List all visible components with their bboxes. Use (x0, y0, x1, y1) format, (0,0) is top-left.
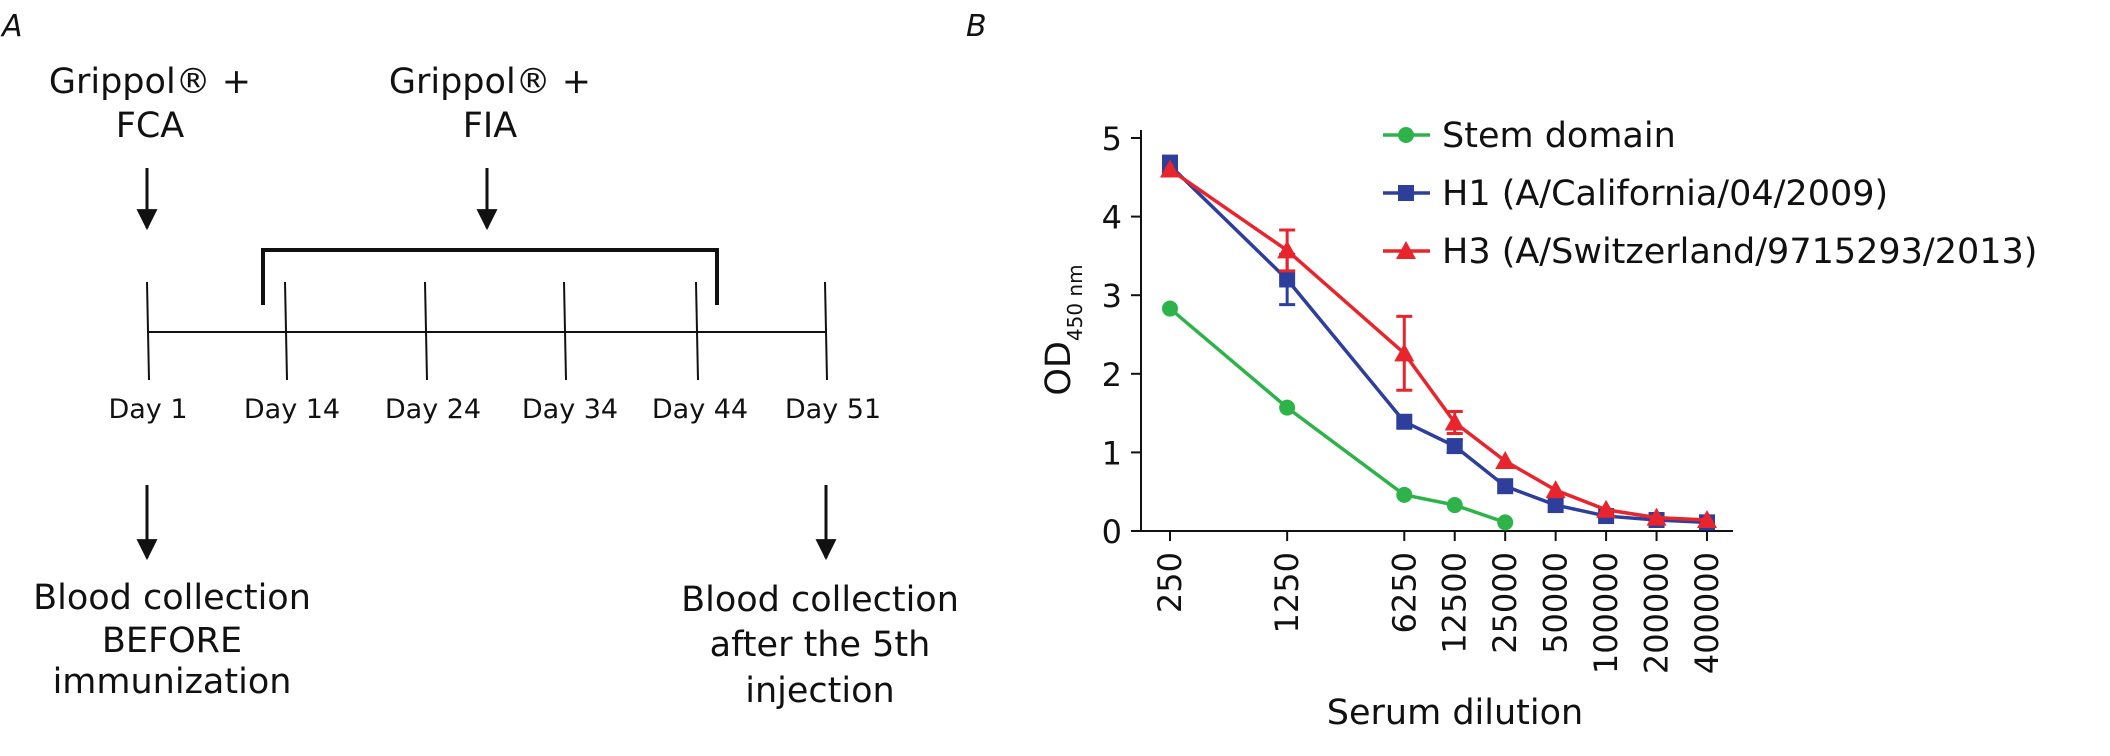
timeline-tick-day-51 (824, 281, 828, 381)
data-point (1646, 507, 1667, 526)
legend-label: H1 (A/California/04/2009) (1442, 174, 1888, 214)
x-tick-label: 100000 (1587, 552, 1625, 674)
timeline-tick-day-1 (146, 281, 150, 381)
data-point (1396, 486, 1413, 503)
blood-after-line2: after the 5th (710, 625, 931, 665)
legend-label: H3 (A/Switzerland/9715293/2013) (1442, 232, 2037, 272)
timeline-tick-day-34 (563, 281, 567, 381)
booster-injection-label-line2: FIA (463, 106, 517, 146)
y-tick-label: 0 (1102, 513, 1122, 551)
data-point (1446, 497, 1463, 514)
day-label: Day 24 (385, 394, 481, 425)
data-point (1497, 514, 1514, 531)
data-point (1446, 438, 1463, 455)
timeline-tick-day-44 (695, 281, 699, 381)
first-injection-label-line1: Grippol® + (49, 62, 251, 102)
series-2 (1160, 159, 1717, 528)
blood-before-line2: BEFORE (102, 621, 242, 661)
series-0 (1162, 300, 1514, 531)
day-label: Day 51 (785, 394, 881, 425)
data-point (1162, 300, 1178, 317)
timeline-tick-day-24 (424, 281, 428, 381)
blood-after-line1: Blood collection (681, 580, 959, 620)
x-tick-label: 400000 (1688, 552, 1726, 674)
x-tick-label: 12500 (1436, 552, 1474, 654)
day-label: Day 44 (652, 394, 748, 425)
data-point (1279, 271, 1296, 288)
data-point (1396, 413, 1413, 430)
x-tick-label: 50000 (1537, 552, 1575, 654)
series-layer (1160, 154, 1717, 531)
booster-bracket (261, 248, 719, 305)
x-axis-title: Serum dilution (1327, 693, 1583, 733)
legend-swatch-marker (1398, 185, 1414, 201)
data-point (1444, 412, 1465, 431)
blood-after-line3: injection (745, 671, 894, 711)
data-point (1545, 480, 1566, 499)
booster-injection-label-line1: Grippol® + (389, 62, 591, 102)
blood-before-line3: immunization (53, 662, 292, 702)
y-tick-label: 4 (1102, 199, 1122, 237)
legend: Stem domain H1 (A/California/04/2009) H3 (… (1383, 116, 2037, 272)
data-point (1279, 399, 1296, 416)
series-line (1168, 164, 1708, 525)
data-point (1160, 159, 1180, 178)
panel-a-timeline: A Grippol® + FCA Grippol® + FIA Day 1 Da… (0, 9, 959, 711)
legend-swatch-marker (1396, 241, 1416, 259)
panel-a-letter: A (0, 9, 23, 44)
data-point (1547, 497, 1564, 514)
series-line (1169, 168, 1708, 522)
data-point (1697, 509, 1717, 528)
day-label: Day 1 (108, 394, 187, 425)
legend-entry: H3 (A/Switzerland/9715293/2013) (1383, 232, 2037, 272)
x-tick-label: 250 (1151, 552, 1189, 613)
y-tick-label: 3 (1102, 277, 1122, 315)
panel-b-chart: B 0 1 2 3 4 5 250 1250 6250 12500 25000 50000 10000… (966, 9, 2037, 733)
x-tick-label: 25000 (1486, 552, 1524, 654)
legend-entry: H1 (A/California/04/2009) (1383, 174, 1888, 214)
y-axis-title: OD450 nm (1039, 264, 1087, 395)
y-axis-title-subscript: 450 nm (1063, 264, 1087, 341)
data-point (1495, 451, 1516, 470)
x-tick-label: 6250 (1385, 552, 1423, 633)
y-axis-ticks: 0 1 2 3 4 5 (1102, 120, 1141, 551)
legend-label: Stem domain (1442, 116, 1676, 156)
y-tick-label: 5 (1102, 120, 1122, 158)
y-tick-label: 2 (1102, 356, 1122, 394)
day-label: Day 14 (244, 394, 340, 425)
legend-entry: Stem domain (1383, 116, 1676, 156)
data-point (1497, 478, 1514, 495)
data-point (1596, 499, 1617, 518)
panel-b-letter: B (966, 9, 987, 44)
blood-before-line1: Blood collection (33, 578, 311, 618)
legend-swatch-marker (1398, 127, 1414, 143)
x-tick-label: 200000 (1638, 552, 1676, 674)
first-injection-label-line2: FCA (116, 106, 185, 146)
x-axis-ticks: 250 1250 6250 12500 25000 50000 100000 200000 40… (1151, 531, 1726, 674)
data-point (1277, 240, 1298, 259)
timeline-tick-day-14 (284, 281, 288, 381)
y-tick-label: 1 (1102, 434, 1122, 472)
x-tick-label: 1250 (1268, 552, 1306, 633)
y-axis-title-main: OD (1039, 341, 1079, 396)
day-label: Day 34 (522, 394, 618, 425)
data-point (1394, 343, 1415, 362)
